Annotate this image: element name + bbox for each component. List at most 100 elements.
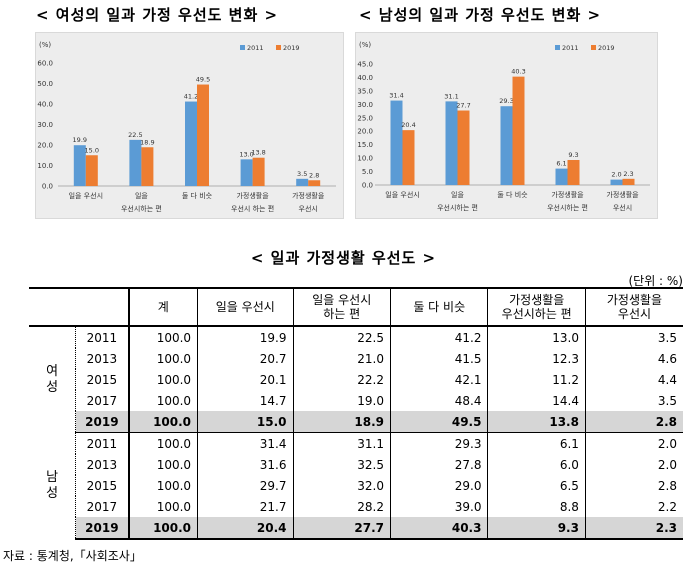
data-label-2019-1: 27.7 [456,102,470,110]
header-year-blank [75,287,129,327]
bar-2019-2 [197,84,209,186]
value-cell: 41.2 [389,326,488,348]
x-category-label: 둘 다 비슷 [497,190,528,199]
bar-2019-1 [141,147,154,186]
value-cell: 31.1 [292,432,391,454]
x-category-label: 가정생활을 [292,191,325,200]
value-cell: 31.6 [197,454,293,475]
value-cell: 22.5 [292,326,391,348]
year-cell: 2017 [75,496,129,517]
male-priority-chart: (%) 0.0 5.0 10.0 15.0 20.0 25.0 30.0 35.0 40.0 45.… [355,32,658,219]
value-cell: 21.7 [197,496,293,517]
y-tick-label: 15.0 [357,141,373,149]
table-row: 2013 100.0 20.7 21.0 41.5 12.3 4.6 [29,348,683,369]
y-tick-label: 0.0 [42,183,53,191]
chart-svg: (%) 0.0 5.0 10.0 15.0 20.0 25.0 30.0 35.0 40.0 45.… [357,41,650,212]
column-header-text: 가정생활을 [606,293,663,307]
year-cell: 2011 [75,326,129,348]
column-header-text: 일을 우선시 [312,293,372,307]
data-label-2011-4: 2.0 [611,171,621,179]
x-category-label: 우선시 [299,204,318,213]
x-category-label: 우선시하는 편 [437,203,478,212]
value-cell: 3.5 [584,390,683,411]
value-cell: 31.4 [197,432,293,454]
table-row: 2019 100.0 20.4 27.7 40.3 9.3 2.3 [29,517,683,540]
value-cell: 2.3 [584,517,683,540]
data-label-2019-4: 2.3 [623,170,633,178]
year-cell: 2013 [75,454,129,475]
y-tick-label: 0.0 [362,182,373,190]
data-label-2019-2: 49.5 [196,76,210,84]
column-header: 일을 우선시 [197,287,293,327]
table-row: 2017 100.0 21.7 28.2 39.0 8.8 2.2 [29,496,683,517]
y-tick-label: 20.0 [37,142,53,150]
data-label-2019-2: 40.3 [511,68,525,76]
column-header: 가정생활을 우선시하는 편 [487,287,586,327]
value-cell: 20.1 [197,369,293,390]
value-cell: 19.0 [292,390,391,411]
x-category-label: 일을 [135,191,148,200]
value-cell: 29.3 [389,432,488,454]
x-category-label: 일을 우선시 [69,191,103,200]
x-category-label: 우선시하는 편 [547,203,588,212]
bar-2011-4 [296,178,309,186]
male-chart-title: < 남성의 일과 가정 우선도 변화 > [359,6,602,24]
column-header-text: 둘 다 비슷 [413,300,466,314]
x-category-label: 둘 다 비슷 [182,191,213,200]
y-tick-label: 10.0 [37,162,53,170]
x-category-label: 우선시 하는 편 [231,204,274,213]
header-group-blank [29,287,76,327]
bar-2011-0 [390,100,403,185]
y-tick-label: 50.0 [37,80,53,88]
table-unit: (단위 : %) [628,274,683,288]
data-label-2011-1: 31.1 [444,92,458,100]
column-header: 계 [127,287,198,327]
year-cell: 2015 [75,475,129,496]
table-row: 여 성 2011 100.0 19.9 22.5 41.2 13.0 3.5 [29,326,683,395]
value-cell: 6.0 [487,454,586,475]
legend-label-2019: 2019 [283,44,300,52]
value-cell: 19.9 [197,326,293,348]
year-cell: 2017 [75,390,129,411]
x-category-label: 우선시 [613,203,632,212]
value-cell: 49.5 [389,411,488,433]
value-cell: 2.2 [584,496,683,517]
value-cell: 100.0 [127,390,198,411]
bar-2011-1 [129,139,142,186]
column-header-text: 우선시 [617,307,652,321]
female-chart-title: < 여성의 일과 가정 우선도 변화 > [36,6,279,24]
value-cell: 40.3 [389,517,488,540]
value-cell: 14.4 [487,390,586,411]
column-header-text: 일을 우선시 [215,300,275,314]
y-tick-label: 30.0 [357,101,373,109]
data-label-2011-3: 6.1 [556,160,566,168]
column-header-text: 가정생활을 [509,293,565,307]
bar-2011-1 [445,101,458,185]
year-cell: 2011 [75,432,129,454]
group-label-char: 남 [46,469,59,485]
data-label-2019-3: 13.8 [251,149,265,157]
source-note: 자료 : 통계청,「사회조사」 [3,549,142,563]
value-cell: 14.7 [197,390,293,411]
y-tick-label: 40.0 [37,101,53,109]
value-cell: 13.0 [487,326,586,348]
value-cell: 11.2 [487,369,586,390]
data-label-2011-4: 3.5 [297,170,307,178]
value-cell: 2.8 [584,475,683,496]
y-axis-unit: (%) [359,41,371,49]
year-cell: 2013 [75,348,129,369]
year-cell: 2015 [75,369,129,390]
column-header-text: 우선시하는 편 [501,307,572,321]
column-header-text: 계 [157,300,169,314]
legend-label-2011: 2011 [247,44,264,52]
value-cell: 27.8 [389,454,488,475]
x-category-label: 가정생활을 [606,190,639,199]
value-cell: 32.5 [292,454,391,475]
column-header-text: 하는 편 [323,307,361,321]
table-row: 2015 100.0 20.1 22.2 42.1 11.2 4.4 [29,369,683,390]
value-cell: 20.7 [197,348,293,369]
bar-2019-4 [622,178,635,185]
value-cell: 4.4 [584,369,683,390]
